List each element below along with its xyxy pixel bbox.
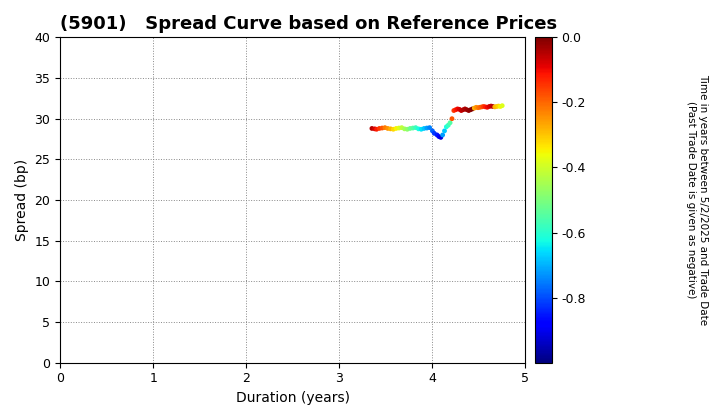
Point (421, 125, 433, 131)
Point (497, 102, 508, 109)
Point (369, 126, 380, 132)
Point (448, 107, 459, 114)
Point (461, 106, 472, 113)
Point (374, 125, 385, 132)
Point (470, 104, 482, 110)
Point (393, 125, 405, 131)
X-axis label: Duration (years): Duration (years) (236, 391, 350, 405)
Point (441, 123, 452, 130)
Point (459, 105, 471, 112)
Y-axis label: Spread (bp): Spread (bp) (15, 159, 29, 241)
Point (433, 133, 445, 140)
Point (371, 126, 382, 133)
Point (424, 124, 436, 131)
Point (478, 103, 490, 110)
Point (450, 106, 462, 113)
Point (431, 131, 443, 138)
Text: (5901)   Spread Curve based on Reference Prices: (5901) Spread Curve based on Reference P… (60, 15, 557, 33)
Point (399, 126, 410, 132)
Point (482, 104, 493, 110)
Point (418, 125, 430, 132)
Point (495, 103, 506, 110)
Point (463, 107, 474, 114)
Point (410, 124, 421, 131)
Point (474, 104, 486, 110)
Point (435, 134, 446, 141)
Point (446, 116, 458, 122)
Point (480, 103, 491, 110)
Point (454, 106, 465, 113)
Point (444, 119, 456, 126)
Point (437, 131, 449, 138)
Point (407, 125, 418, 131)
Point (390, 125, 402, 132)
Point (476, 103, 487, 110)
Point (491, 103, 503, 110)
Point (472, 104, 484, 111)
Point (428, 130, 440, 136)
Point (402, 126, 413, 133)
Point (427, 128, 438, 134)
Point (456, 107, 467, 114)
Point (485, 103, 497, 110)
Point (379, 124, 391, 131)
Point (366, 125, 378, 132)
Point (457, 106, 469, 113)
Point (467, 105, 478, 112)
Point (377, 125, 388, 131)
Point (489, 103, 500, 110)
Point (443, 122, 454, 129)
Point (384, 126, 396, 132)
Point (438, 128, 450, 134)
Y-axis label: Time in years between 5/2/2025 and Trade Date
(Past Trade Date is given as negat: Time in years between 5/2/2025 and Trade… (686, 74, 708, 326)
Point (415, 126, 427, 133)
Point (413, 126, 424, 132)
Point (469, 105, 480, 111)
Point (396, 124, 408, 131)
Point (465, 106, 477, 113)
Point (492, 103, 504, 110)
Point (405, 125, 416, 132)
Point (451, 105, 463, 112)
Point (483, 103, 495, 110)
Point (487, 103, 499, 110)
Point (387, 126, 399, 133)
Point (382, 125, 394, 132)
